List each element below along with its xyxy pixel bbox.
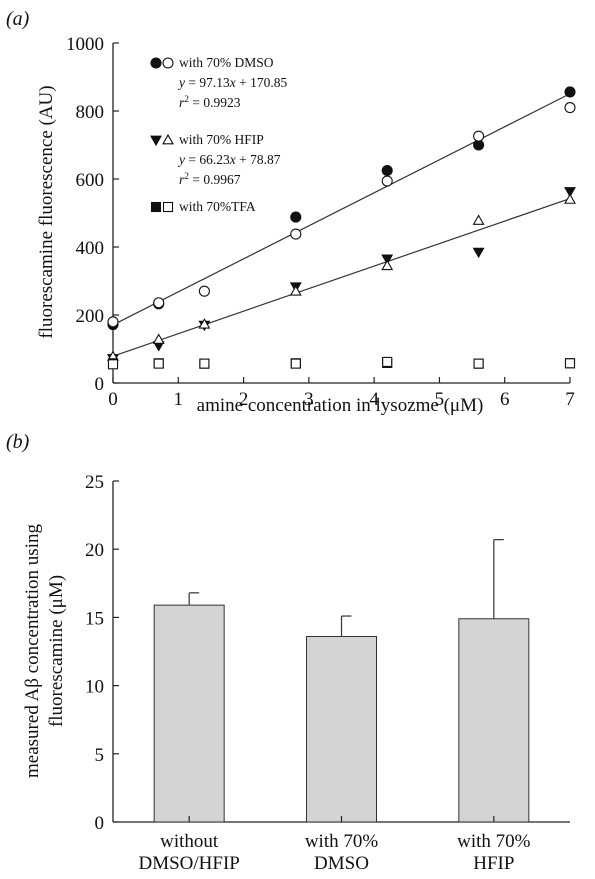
panel-b-y-tick-label: 0 bbox=[95, 813, 105, 834]
equation-x: x bbox=[229, 152, 236, 167]
panel-a-x-tick-label: 4 bbox=[369, 389, 379, 410]
panel-a-point-triangle-up-open bbox=[381, 259, 394, 271]
equation-y: y bbox=[177, 152, 185, 167]
panel-a-x-axis-title: amine concentration in lysozme (μM) bbox=[197, 395, 484, 416]
panel-a-x-tick-label: 1 bbox=[174, 389, 184, 410]
r-squared-value: = 0.9967 bbox=[189, 172, 241, 187]
panel-a-y-tick-label: 1000 bbox=[66, 34, 104, 55]
r-squared-value: = 0.9923 bbox=[189, 95, 241, 110]
panel-b-y-tick-label: 20 bbox=[85, 540, 104, 561]
legend-label: with 70%TFA bbox=[179, 199, 256, 214]
panel-a-point-square-open bbox=[382, 356, 393, 367]
panel-a-fit-line bbox=[112, 93, 571, 326]
r-squared-sup: 2 bbox=[184, 95, 189, 105]
panel-a-x-tick-label: 6 bbox=[500, 389, 510, 410]
panel-a-y-tick-label: 200 bbox=[76, 306, 105, 327]
legend-marker-open bbox=[162, 201, 174, 213]
panel-b-y-tick-label: 5 bbox=[95, 745, 105, 766]
equation-intercept: + 78.87 bbox=[236, 152, 281, 167]
r-squared-r: r bbox=[179, 95, 185, 110]
panel-a-point-triangle-up-open bbox=[564, 193, 576, 204]
panel-a-point-circle-filled bbox=[564, 86, 576, 98]
legend-label: with 70% HFIP bbox=[179, 132, 264, 147]
legend-marker-open bbox=[162, 133, 174, 145]
panel-a-point-square-open bbox=[290, 358, 301, 369]
equation-intercept: + 170.85 bbox=[236, 75, 288, 90]
legend-equation: y = 66.23x + 78.87 bbox=[177, 152, 281, 167]
panel-b-category-label: with 70% bbox=[457, 831, 531, 852]
panel-b-y-axis-title-line-1: measured Aβ concentration using bbox=[22, 524, 43, 778]
legend-equation: y = 97.13x + 170.85 bbox=[177, 75, 287, 90]
panel-b-category-label: DMSO/HFIP bbox=[138, 853, 239, 874]
panel-a-y-axis-title: fluorescamine fluorescence (AU) bbox=[36, 85, 57, 338]
panel-a-point-circle-filled bbox=[290, 211, 302, 223]
equation-slope: = 66.23 bbox=[185, 152, 230, 167]
panel-b-category-label: DMSO bbox=[314, 853, 369, 874]
panel-a-point-circle-filled bbox=[381, 164, 393, 177]
panel-a-point-circle-open bbox=[473, 130, 485, 142]
panel-b-y-tick-label: 10 bbox=[85, 677, 104, 698]
panel-a-point-circle-open bbox=[564, 102, 576, 114]
panel-a-y-tick-label: 400 bbox=[76, 238, 105, 259]
panel-b-y-tick-label: 25 bbox=[85, 472, 104, 493]
panel-a-x-tick-label: 2 bbox=[239, 389, 249, 410]
panel-a-point-triangle-up-open bbox=[472, 214, 485, 225]
panel-b-bar bbox=[153, 604, 225, 823]
legend-marker-filled bbox=[150, 57, 162, 69]
equation-y: y bbox=[177, 75, 185, 90]
panel-b-category-label: HFIP bbox=[473, 853, 514, 874]
panel-a-point-square-open bbox=[564, 358, 576, 369]
panel-a-y-tick-label: 600 bbox=[76, 170, 105, 191]
panel-a-point-triangle-up-open bbox=[152, 333, 165, 344]
panel-b-y-axis-title-line-2: fluorescamine (μM) bbox=[46, 575, 67, 727]
r-squared-r: r bbox=[179, 172, 185, 187]
legend-r-squared: r2 = 0.9923 bbox=[179, 95, 241, 110]
panel-a-point-circle-open bbox=[381, 175, 393, 187]
panel-a-point-triangle-up-open bbox=[198, 318, 211, 329]
panel-a-x-tick-label: 7 bbox=[565, 389, 575, 410]
panel-a-point-circle-open bbox=[290, 228, 302, 240]
r-squared-sup: 2 bbox=[184, 172, 189, 182]
legend-label: with 70% DMSO bbox=[179, 55, 274, 70]
panel-a-x-tick-label: 5 bbox=[435, 389, 445, 410]
panel-b-y-tick-label: 15 bbox=[85, 608, 104, 629]
equation-x: x bbox=[229, 75, 236, 90]
panel-a-data-points bbox=[107, 86, 576, 370]
panel-a-fit-line bbox=[112, 197, 571, 357]
panel-a-point-circle-open bbox=[198, 285, 210, 297]
panel-a-point-triangle-down-filled bbox=[564, 187, 576, 198]
panel-a-point-square-open bbox=[153, 358, 164, 369]
panel-a-point-triangle-down-filled bbox=[381, 254, 394, 265]
panel-a-point-triangle-down-filled bbox=[472, 247, 485, 259]
panel-a-axes: 0 1 2 3 4 5 6 7 0 200 400 600 800 1000 bbox=[66, 34, 575, 410]
equation-slope: = 97.13 bbox=[185, 75, 230, 90]
panel-b-label: (b) bbox=[6, 431, 30, 453]
panel-a-point-square-open bbox=[473, 358, 484, 369]
panel-b-category-label: with 70% bbox=[305, 831, 379, 852]
panel-a-point-square-open bbox=[199, 358, 210, 369]
legend-marker-filled bbox=[150, 135, 162, 147]
legend-r-squared: r2 = 0.9967 bbox=[179, 172, 241, 187]
panel-a-y-tick-label: 800 bbox=[76, 102, 105, 123]
panel-a-point-circle-open bbox=[153, 297, 165, 309]
panel-a-label: (a) bbox=[6, 8, 30, 30]
legend-marker-open bbox=[162, 57, 174, 69]
panel-a-x-tick-label: 0 bbox=[108, 389, 118, 410]
panel-a-point-circle-open bbox=[107, 316, 119, 328]
panel-a-scatter-chart: (a) 0 1 2 3 4 5 6 7 0 200 400 600 800 1000 with 70% D… bbox=[6, 8, 576, 416]
panel-a-point-square-open bbox=[107, 359, 119, 370]
panel-b-category-label: without bbox=[160, 831, 219, 852]
legend-marker-filled bbox=[150, 201, 162, 213]
panel-a-point-triangle-up-open bbox=[289, 285, 302, 296]
panel-b-bar bbox=[458, 618, 530, 823]
panel-b-bar bbox=[306, 635, 377, 823]
panel-a-fit-lines bbox=[112, 93, 571, 357]
panel-a-x-tick-label: 3 bbox=[304, 389, 314, 410]
panel-a-y-tick-label: 0 bbox=[95, 374, 105, 395]
